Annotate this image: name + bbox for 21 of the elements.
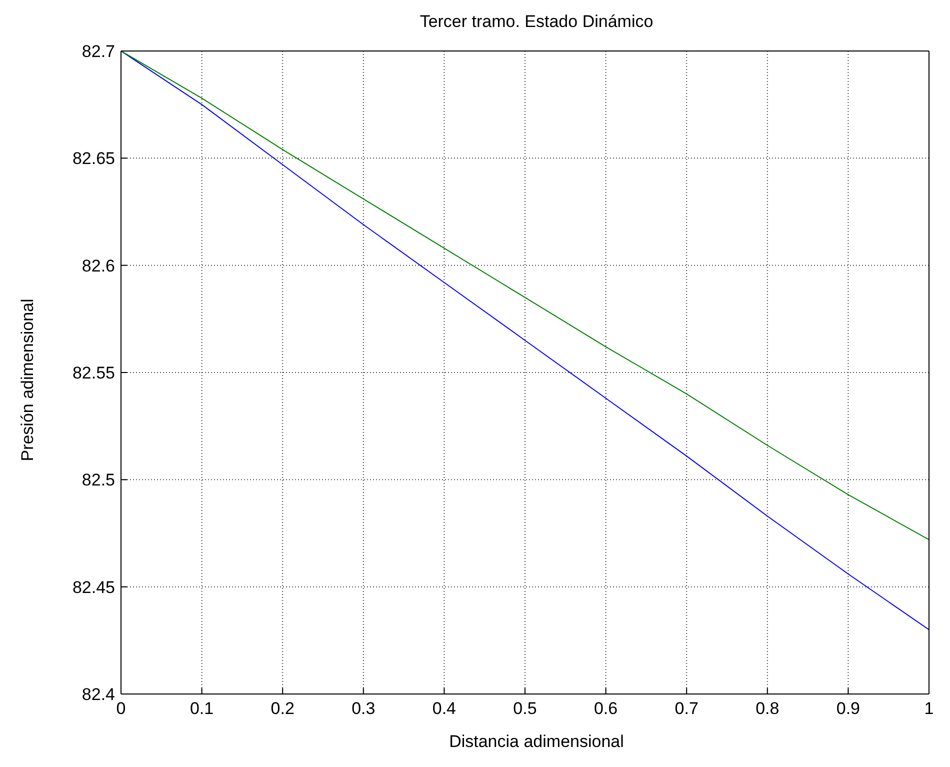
y-tick-label: 82.6 (82, 256, 115, 276)
y-tick-label: 82.4 (82, 685, 115, 704)
y-tick-label: 82.65 (72, 149, 115, 168)
y-axis-title: Presión adimensional (18, 298, 38, 462)
x-tick-label: 0.5 (513, 699, 537, 718)
x-axis-title: Distancia adimensional (448, 732, 625, 752)
x-tick-label: 0.9 (836, 699, 860, 718)
x-tick-label: 0.6 (594, 699, 618, 718)
x-tick-label: 0.2 (270, 699, 294, 718)
y-tick-label: 82.7 (82, 42, 115, 62)
x-tick-label: 1 (924, 699, 934, 718)
y-tick-label: 82.5 (82, 470, 115, 490)
x-tick-label: 0 (116, 699, 126, 718)
x-tick-label: 0.8 (756, 699, 780, 718)
y-tick-label: 82.55 (72, 364, 115, 383)
x-tick-label: 0.1 (190, 699, 214, 718)
x-tick-label: 0.7 (674, 699, 698, 718)
x-tick-label: 0.4 (432, 699, 456, 718)
y-tick-label: 82.45 (72, 578, 115, 597)
chart-title: Tercer tramo. Estado Dinámico (418, 12, 654, 32)
x-tick-label: 0.3 (352, 699, 376, 718)
